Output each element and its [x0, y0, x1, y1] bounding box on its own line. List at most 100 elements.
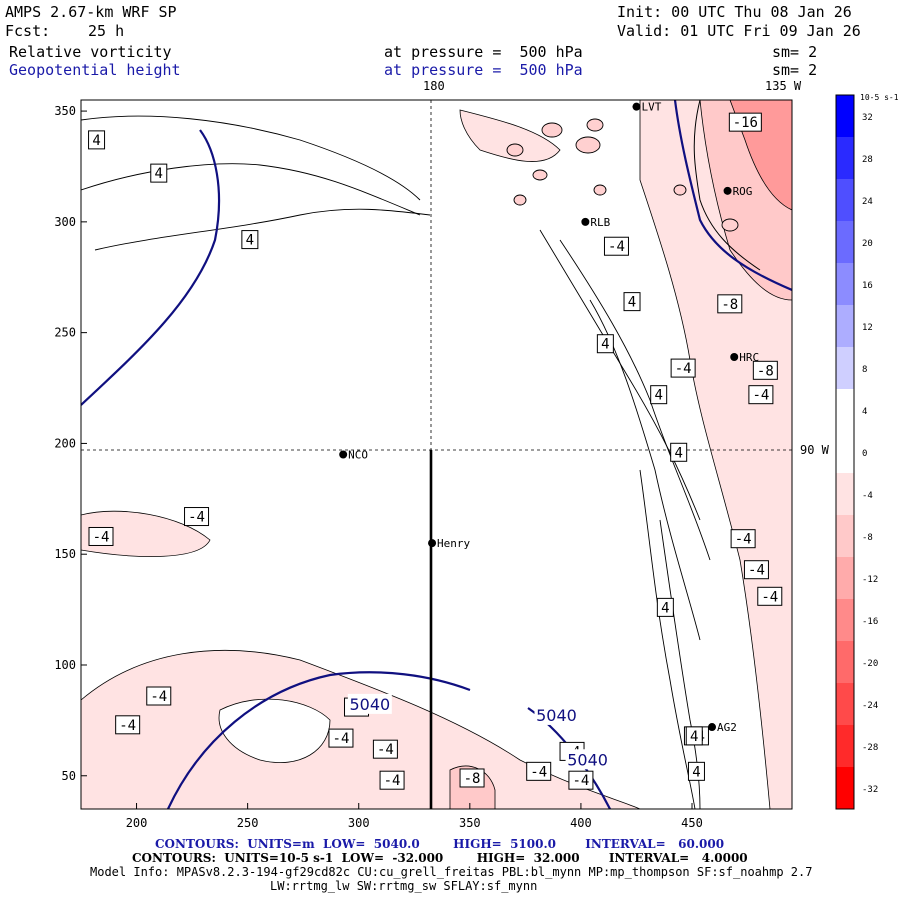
- vorticity-label: -4: [748, 563, 765, 579]
- colorbar-label: 16: [862, 281, 873, 291]
- footer-model-info: Model Info: MPASv8.2.3-194-gf29cd82c CU:…: [90, 865, 813, 879]
- x-tick-label: 300: [348, 816, 370, 830]
- vorticity-label-box: [685, 726, 703, 746]
- vorticity-label: -4: [333, 731, 350, 747]
- station-marker: [581, 217, 590, 226]
- vorticity-label-box: [146, 686, 172, 706]
- vorticity-label-layer: 444-444-8-16-4-8-444-4-4-4-4-44-4-4-4-4-…: [88, 112, 783, 790]
- colorbar-swatch: [836, 725, 854, 767]
- map-frame: [80, 99, 793, 810]
- corner-label: 135 W: [765, 79, 802, 93]
- vorticity-label-box: [379, 770, 405, 790]
- forecast-label: Fcst:: [5, 22, 51, 40]
- colorbar-label: 4: [862, 407, 867, 417]
- vorticity-label-box: [752, 360, 778, 380]
- vorticity-label-box: [241, 230, 259, 250]
- footer-contours-vorticity: CONTOURS: UNITS=10-5 s-1 LOW= -32.000 HI…: [132, 851, 748, 865]
- vorticity-label-box: [526, 761, 552, 781]
- vort-fill-south: [81, 649, 641, 809]
- colorbar-swatch: [836, 683, 854, 725]
- vorticity-label: -4: [530, 764, 547, 780]
- colorbar-label: -4: [862, 491, 873, 501]
- colorbar-label: -20: [862, 659, 878, 669]
- vorticity-label-box: [623, 292, 641, 312]
- colorbar-swatch: [836, 389, 854, 431]
- colorbar-label: -32: [862, 785, 878, 795]
- colorbar-swatch: [836, 263, 854, 305]
- vort-contour: [659, 519, 701, 809]
- colorbar-label: 32: [862, 113, 873, 123]
- vorticity-label-box: [115, 715, 141, 735]
- vorticity-label: 4: [690, 729, 698, 745]
- colorbar-swatch: [836, 95, 854, 137]
- vorticity-label-box: [670, 358, 696, 378]
- height-label-layer: 5040 5040 5040: [347, 693, 610, 770]
- vort-contour: [81, 115, 421, 201]
- height-label: 5040: [567, 750, 608, 769]
- vorticity-label: 4: [628, 295, 636, 311]
- station-marker: [632, 102, 641, 111]
- colorbar-swatch: [836, 221, 854, 263]
- field1-smoothing: sm= 2: [772, 43, 818, 61]
- meridian-label: 180: [423, 79, 445, 93]
- vort-fill-coast: [459, 109, 561, 162]
- colorbar-label: -28: [862, 743, 878, 753]
- station-label: HRC: [739, 351, 759, 364]
- x-tick-label: 250: [237, 816, 259, 830]
- colorbar-label: -8: [862, 533, 873, 543]
- height-contour-5040: [81, 129, 221, 406]
- y-tick-label: 250: [54, 326, 76, 340]
- colorbar-label: 24: [862, 197, 873, 207]
- vorticity-label-box: [150, 163, 168, 183]
- valid-time: Valid: 01 UTC Fri 09 Jan 26: [617, 22, 861, 40]
- y-tick-label: 350: [54, 104, 76, 118]
- colorbar-label: -24: [862, 701, 878, 711]
- colorbar-swatch: [836, 473, 854, 515]
- colorbar-swatch: [836, 557, 854, 599]
- station-label: NCO: [348, 449, 368, 462]
- vorticity-label: 4: [661, 600, 669, 616]
- field2-level: at pressure = 500 hPa: [384, 61, 583, 79]
- x-tick-label: 200: [126, 816, 148, 830]
- vorticity-label: 4: [692, 764, 700, 780]
- colorbar-label: -16: [862, 617, 878, 627]
- vorticity-label: -4: [761, 589, 778, 605]
- vorticity-label: -4: [752, 388, 769, 404]
- vorticity-label: -8: [757, 363, 774, 379]
- vorticity-label: -4: [384, 773, 401, 789]
- vorticity-label: 4: [601, 337, 609, 353]
- x-tick-label: 350: [459, 816, 481, 830]
- vort-contour: [559, 239, 711, 561]
- colorbar-label: 20: [862, 239, 873, 249]
- footer-contours-height: CONTOURS: UNITS=m LOW= 5040.0 HIGH= 5100…: [155, 837, 725, 851]
- coastline: [693, 100, 761, 271]
- vort-contour: [539, 229, 701, 521]
- station-label: RLB: [590, 216, 610, 229]
- colorbar-label: 0: [862, 449, 867, 459]
- vort-contour: [94, 208, 431, 251]
- vorticity-label: -4: [188, 510, 205, 526]
- vorticity-label: -4: [608, 239, 625, 255]
- init-time: Init: 00 UTC Thu 08 Jan 26: [617, 3, 852, 21]
- x-tick-label: 400: [570, 816, 592, 830]
- colorbar-swatch: [836, 179, 854, 221]
- y-tick-label: 100: [54, 658, 76, 672]
- colorbar-swatch: [836, 641, 854, 683]
- station-label: Henry: [437, 537, 470, 550]
- vorticity-label-box: [459, 768, 485, 788]
- colorbar-label: 12: [862, 323, 873, 333]
- vorticity-label-box: [568, 770, 594, 790]
- y-tick-label: 150: [54, 547, 76, 561]
- vorticity-label: -4: [675, 361, 692, 377]
- model-title: AMPS 2.67-km WRF SP: [5, 3, 177, 21]
- colorbar-swatch: [836, 515, 854, 557]
- vorticity-label: 4: [654, 388, 662, 404]
- vorticity-label: -4: [150, 689, 167, 705]
- colorbar-swatch: [836, 347, 854, 389]
- colorbar-unit: 10-5 s-1: [860, 93, 899, 102]
- field2-name: Geopotential height: [9, 61, 181, 79]
- height-label-bg: [534, 704, 579, 725]
- vorticity-label-box: [88, 130, 106, 150]
